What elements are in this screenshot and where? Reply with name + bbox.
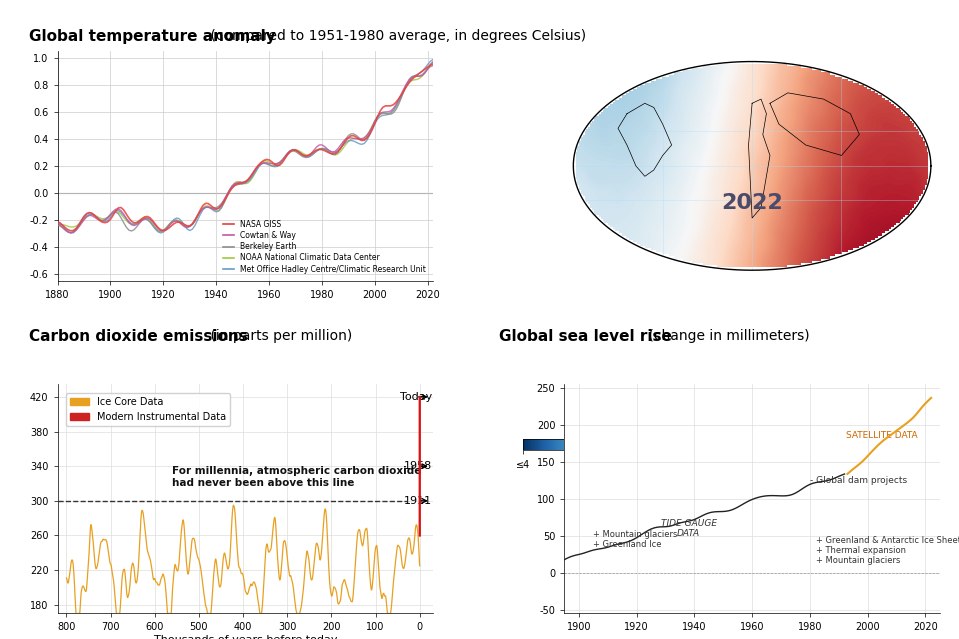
Text: (in parts per million): (in parts per million): [206, 329, 353, 343]
Text: (compared to 1951-1980 average, in degrees Celsius): (compared to 1951-1980 average, in degre…: [206, 29, 586, 43]
Legend: NASA GISS, Cowtan & Way, Berkeley Earth, NOAA National Climatic Data Center, Met: NASA GISS, Cowtan & Way, Berkeley Earth,…: [220, 217, 430, 277]
Text: For millennia, atmospheric carbon dioxide
had never been above this line: For millennia, atmospheric carbon dioxid…: [173, 466, 422, 488]
Text: Today: Today: [400, 392, 433, 402]
X-axis label: Thousands of years before today: Thousands of years before today: [153, 635, 337, 639]
Text: Global sea level rise: Global sea level rise: [499, 329, 671, 344]
Text: Global temperature anomaly: Global temperature anomaly: [29, 29, 275, 43]
Text: 2022: 2022: [721, 194, 783, 213]
Text: + Mountain glaciers
+ Greenland Ice: + Mountain glaciers + Greenland Ice: [594, 530, 678, 549]
Text: - Global dam projects: - Global dam projects: [809, 475, 907, 484]
Text: SATELLITE DATA: SATELLITE DATA: [846, 431, 918, 440]
Text: + Greenland & Antarctic Ice Sheets
+ Thermal expansion
+ Mountain glaciers: + Greenland & Antarctic Ice Sheets + The…: [816, 535, 959, 566]
Text: TIDE GAUGE
DATA: TIDE GAUGE DATA: [661, 519, 716, 538]
Text: (change in millimeters): (change in millimeters): [644, 329, 810, 343]
Text: 1911: 1911: [404, 496, 433, 506]
Legend: Ice Core Data, Modern Instrumental Data: Ice Core Data, Modern Instrumental Data: [66, 394, 230, 426]
Text: 1958: 1958: [404, 461, 433, 471]
Text: Carbon dioxide emissions: Carbon dioxide emissions: [29, 329, 247, 344]
